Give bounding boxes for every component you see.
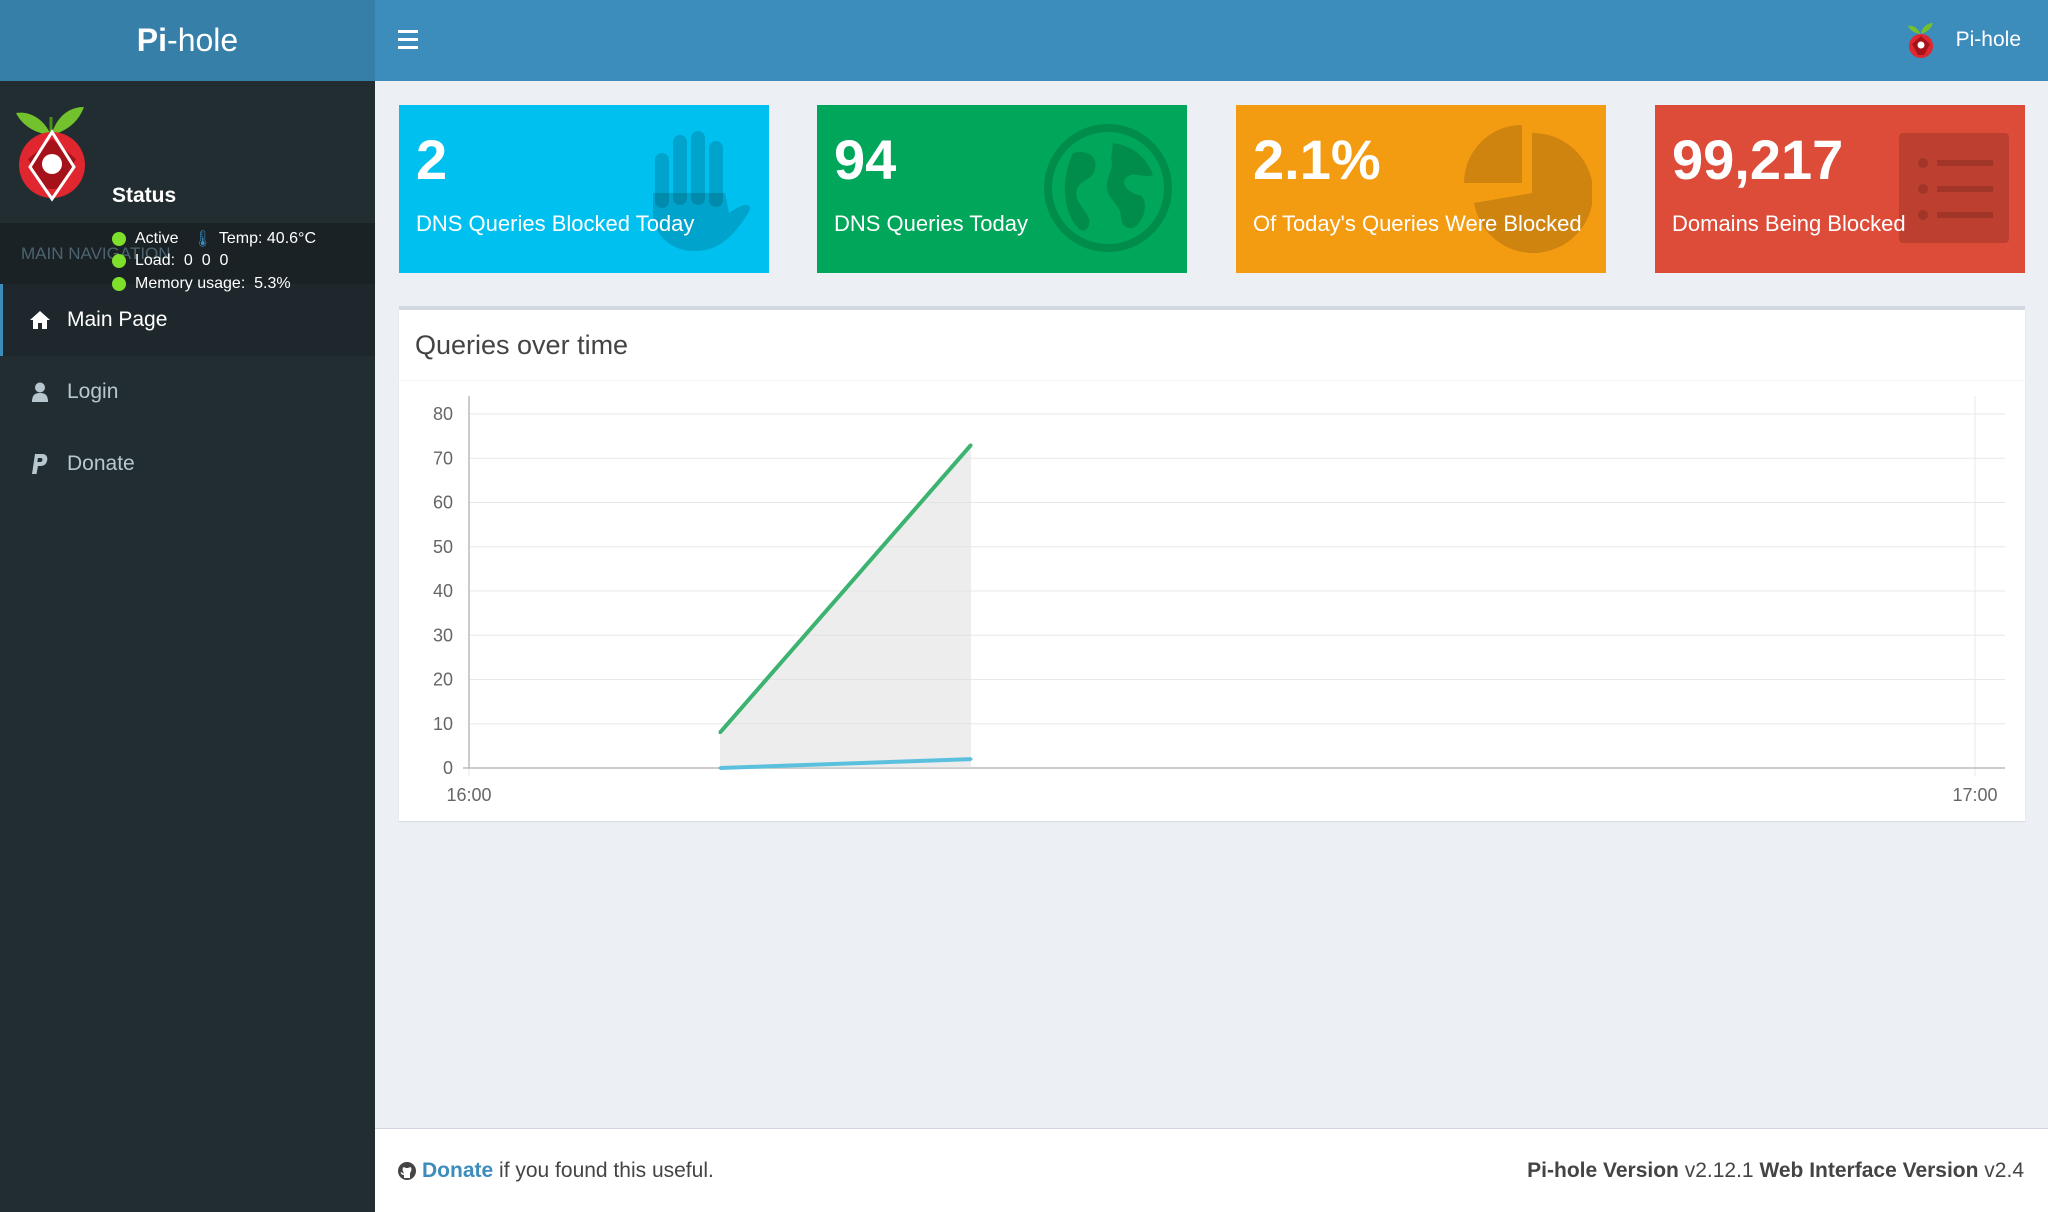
y-tick-label: 80 — [433, 404, 453, 424]
memory-indicator-icon — [112, 277, 126, 291]
status-load-line: Load: 0 0 0 — [112, 252, 228, 270]
y-tick-label: 20 — [433, 670, 453, 690]
status-memory-line: Memory usage: 5.3% — [112, 275, 291, 293]
stat-label: DNS Queries Blocked Today — [416, 211, 695, 236]
footer-donate: Donate if you found this useful. — [397, 1159, 714, 1183]
memory-label: Memory usage: 5.3% — [135, 275, 291, 292]
y-tick-label: 30 — [433, 625, 453, 645]
y-tick-label: 0 — [443, 758, 453, 778]
series-area — [720, 444, 971, 768]
sidebar-toggle-icon[interactable] — [398, 30, 418, 50]
user-panel: Status Active 🌡 Temp: 40.6°C Load: 0 0 0… — [0, 81, 375, 292]
chart-title: Queries over time — [399, 310, 2025, 381]
series-point — [969, 757, 973, 761]
globe-icon — [1044, 124, 1172, 252]
status-active-line: Active 🌡 Temp: 40.6°C — [112, 229, 316, 249]
pihole-logo-icon — [16, 107, 85, 202]
series-line — [719, 757, 972, 770]
brand-bold: Pi — [136, 22, 168, 58]
donate-link[interactable]: Donate — [422, 1159, 494, 1182]
pihole-version-label: Pi-hole Version — [1527, 1159, 1679, 1182]
stat-box-percent-blocked: 2.1% Of Today's Queries Were Blocked — [1236, 105, 1606, 273]
nav-item-main-page[interactable]: Main Page — [0, 284, 375, 356]
y-tick-label: 10 — [433, 714, 453, 734]
series-point — [718, 766, 722, 770]
stat-label: DNS Queries Today — [834, 211, 1029, 236]
brand-logo[interactable]: Pi -hole — [0, 0, 375, 81]
stat-box-queries-today: 94 DNS Queries Today — [817, 105, 1187, 273]
nav-item-donate-label: Donate — [67, 452, 135, 475]
stat-box-domains-blocked: 99,217 Domains Being Blocked — [1655, 105, 2025, 273]
load-indicator-icon — [112, 254, 126, 268]
status-title: Status — [112, 184, 177, 207]
web-version: v2.4 — [1978, 1159, 2024, 1182]
pihole-version: v2.12.1 — [1678, 1159, 1760, 1182]
series-point — [718, 731, 722, 735]
y-tick-label: 50 — [433, 537, 453, 557]
brand-rest: -hole — [167, 22, 239, 58]
top-navbar: Pi-hole — [375, 0, 2048, 81]
github-icon — [398, 1162, 416, 1180]
pihole-mini-logo-icon — [1907, 23, 1933, 58]
stat-value: 2.1% — [1253, 128, 1381, 191]
stat-value: 2 — [416, 128, 448, 191]
footer-versions: Pi-hole Version v2.12.1 Web Interface Ve… — [1527, 1159, 2024, 1183]
list-icon — [1899, 133, 2009, 243]
sidebar: Pi -hole Status Active 🌡 Temp: 40.6°C Loa… — [0, 0, 375, 1212]
x-tick-label: 17:00 — [1952, 785, 1997, 805]
home-icon — [29, 309, 51, 331]
footer: Donate if you found this useful. Pi-hole… — [375, 1128, 2048, 1212]
y-tick-label: 60 — [433, 493, 453, 513]
web-version-label: Web Interface Version — [1759, 1159, 1979, 1182]
queries-over-time-box: Queries over time 0 10 20 30 40 50 60 70 80 16:00… — [399, 306, 2025, 821]
series-point — [969, 443, 973, 447]
nav-item-login-label: Login — [67, 380, 119, 403]
y-tick-label: 40 — [433, 581, 453, 601]
nav-item-login[interactable]: Login — [0, 356, 375, 428]
donate-suffix: if you found this useful. — [493, 1159, 714, 1182]
nav-header: MAIN NAVIGATION — [0, 223, 375, 284]
paypal-icon — [29, 453, 51, 475]
queries-chart: 0 10 20 30 40 50 60 70 80 16:00 17:00 — [433, 396, 2005, 805]
y-tick-label: 70 — [433, 448, 453, 468]
nav-item-donate[interactable]: Donate — [0, 428, 375, 500]
x-tick-label: 16:00 — [446, 785, 491, 805]
temp-label: Temp: 40.6°C — [218, 230, 316, 247]
thermometer-icon: 🌡 — [192, 231, 213, 248]
active-indicator-icon — [112, 232, 126, 246]
stat-value: 94 — [834, 128, 897, 191]
stat-value: 99,217 — [1672, 128, 1844, 191]
pie-chart-icon — [1464, 125, 1592, 253]
top-user-menu[interactable]: Pi-hole — [1906, 20, 2021, 60]
user-icon — [29, 381, 51, 403]
load-label: Load: 0 0 0 — [135, 252, 229, 269]
series-line — [718, 443, 973, 734]
stat-box-blocked-today: 2 DNS Queries Blocked Today — [399, 105, 769, 273]
active-label: Active — [135, 230, 179, 247]
nav-item-main-page-label: Main Page — [67, 308, 168, 331]
top-user-label: Pi-hole — [1955, 28, 2021, 51]
stat-label: Of Today's Queries Were Blocked — [1253, 211, 1582, 236]
stat-label: Domains Being Blocked — [1672, 211, 1906, 236]
hand-icon — [653, 131, 750, 251]
